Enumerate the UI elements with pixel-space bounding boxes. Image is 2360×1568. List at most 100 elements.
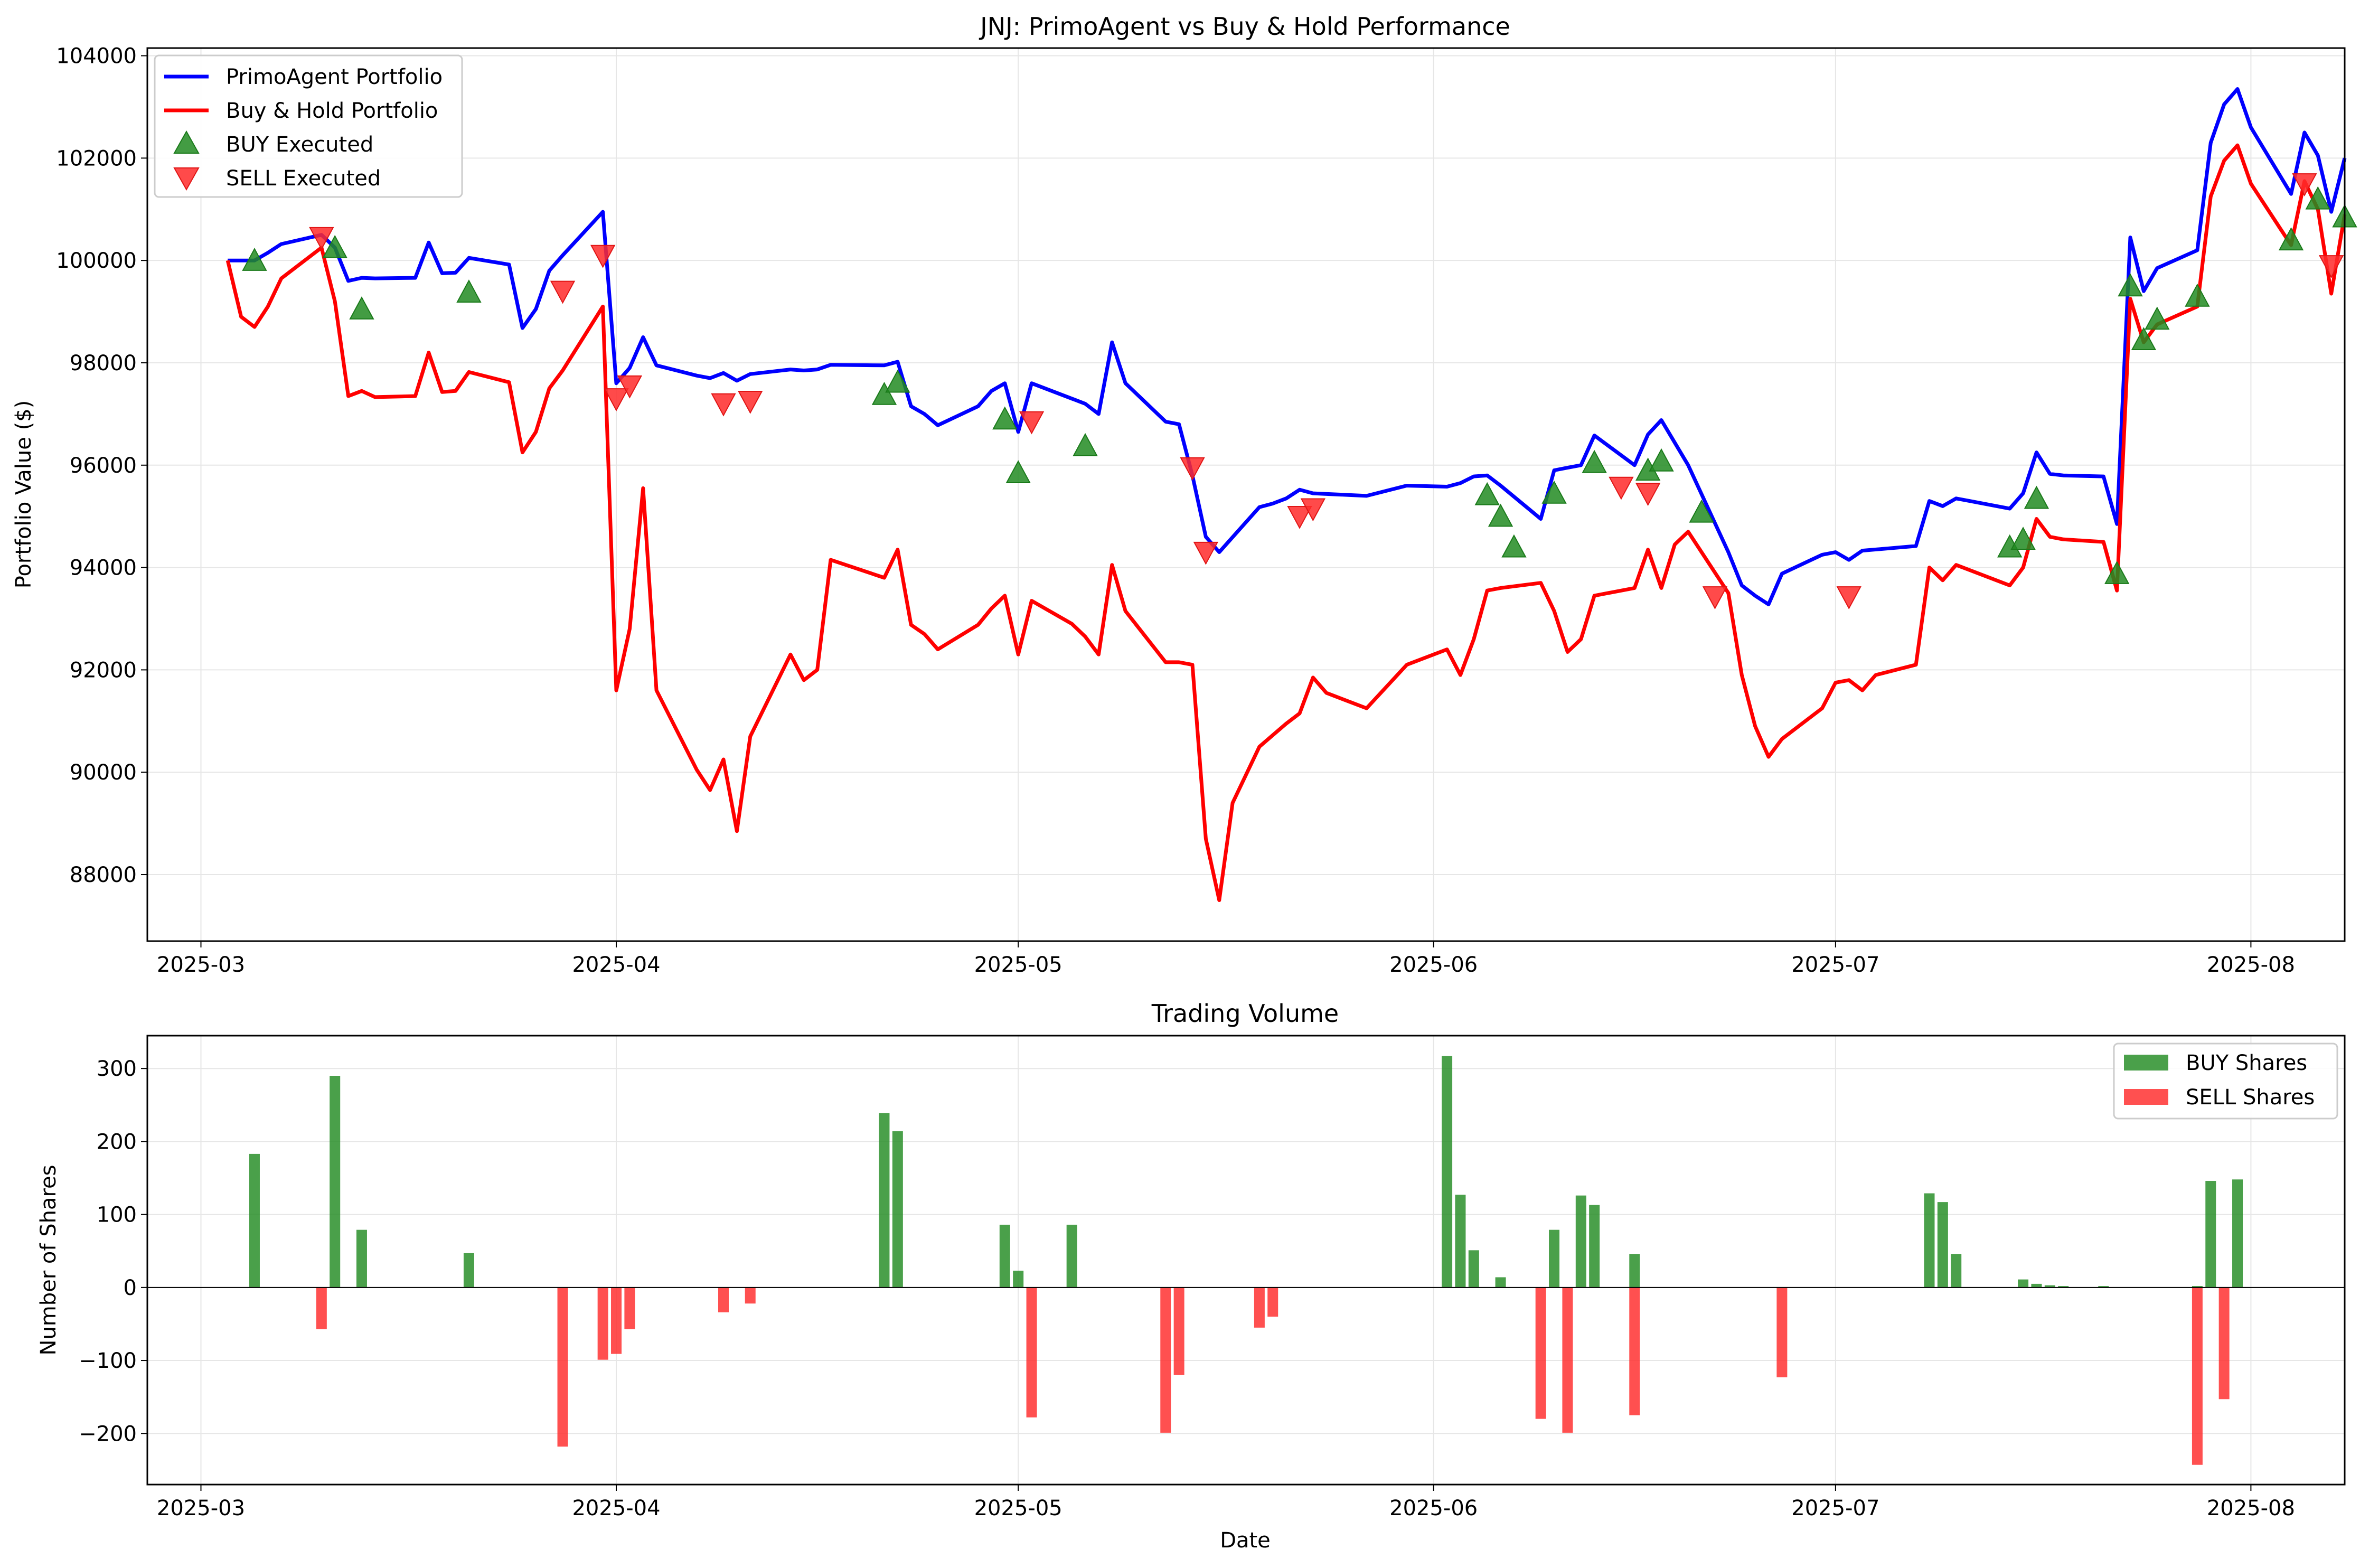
sell-marker <box>2292 173 2317 196</box>
volume-y-tick-label: 300 <box>97 1057 137 1081</box>
buy-marker <box>885 369 910 393</box>
performance-y-tick-label: 92000 <box>70 658 137 682</box>
performance-y-tick-label: 88000 <box>70 863 137 887</box>
buy-shares-bar <box>249 1153 260 1288</box>
buy-marker <box>1073 433 1098 456</box>
buy-shares-bar <box>1442 1056 1453 1288</box>
buy-shares-bar <box>999 1224 1010 1288</box>
buy-shares-bar <box>356 1229 367 1288</box>
buy-shares-bar <box>1495 1277 1506 1288</box>
sell-marker <box>604 388 629 411</box>
sell-marker <box>590 245 616 268</box>
buy-marker <box>242 248 267 271</box>
volume-panel: Trading Volume 2025-03 2025-04 2025-05 2025… <box>36 999 2346 1553</box>
volume-x-axis: 2025-03 2025-04 2025-05 2025-06 2025-07 2025-… <box>157 1485 2295 1520</box>
buy-marker <box>1005 460 1031 484</box>
buy-shares-bar <box>2058 1286 2069 1288</box>
sell-shares-bar <box>2218 1287 2230 1400</box>
performance-title: JNJ: PrimoAgent vs Buy & Hold Performanc… <box>979 12 1510 41</box>
sell-shares-bar <box>1629 1287 1640 1415</box>
volume-y-axis-label: Number of Shares <box>36 1165 61 1356</box>
performance-y-tick-label: 94000 <box>70 556 137 580</box>
buy-marker <box>2278 227 2304 251</box>
buy-marker <box>1689 499 1714 523</box>
performance-x-tick-label: 2025-06 <box>1389 953 1478 977</box>
buy-marker <box>322 234 347 258</box>
volume-x-tick-label: 2025-08 <box>2207 1496 2295 1520</box>
volume-plot-frame <box>146 1035 2346 1486</box>
buy-shares-bar <box>2044 1285 2055 1288</box>
buy-marker <box>871 381 897 405</box>
sell-shares-bar <box>745 1287 756 1304</box>
buy-shares-bar <box>1549 1229 1560 1288</box>
buy-shares-bar <box>2205 1181 2216 1288</box>
legend-marker-sell <box>173 167 200 191</box>
buy-marker <box>2010 527 2036 550</box>
performance-x-tick-label: 2025-08 <box>2207 953 2295 977</box>
buy-marker <box>2118 273 2143 297</box>
buy-shares-bar <box>892 1131 903 1288</box>
sell-marker <box>309 227 334 250</box>
volume-y-tick-label: 100 <box>97 1203 137 1227</box>
buy-hold-portfolio-line <box>225 143 2347 902</box>
performance-y-tick-label: 100000 <box>56 249 137 273</box>
buy-shares-bar <box>1951 1254 1962 1288</box>
legend-label-hold: Buy & Hold Portfolio <box>226 99 438 123</box>
volume-x-tick-label: 2025-03 <box>157 1496 245 1520</box>
sell-marker <box>550 280 576 304</box>
buy-marker <box>1474 482 1500 505</box>
sell-shares-bar <box>718 1287 729 1312</box>
sell-marker <box>1702 586 1728 609</box>
sell-marker <box>1193 541 1219 565</box>
volume-legend-box <box>2113 1043 2338 1120</box>
buy-shares-bar <box>1013 1271 1024 1288</box>
volume-y-tick-label: −100 <box>79 1349 137 1373</box>
sell-marker <box>1287 505 1312 529</box>
performance-lines <box>225 87 2347 902</box>
buy-marker <box>2024 485 2049 509</box>
volume-y-axis: −200 −100 0 100 200 300 <box>79 1057 147 1446</box>
sell-shares-bar <box>1160 1287 1171 1433</box>
volume-x-tick-label: 2025-06 <box>1389 1496 1478 1520</box>
buy-marker <box>349 296 374 320</box>
legend-label-agent: PrimoAgent Portfolio <box>226 65 443 89</box>
sell-marker <box>738 390 763 414</box>
performance-legend: PrimoAgent Portfolio Buy & Hold Portfoli… <box>154 54 463 198</box>
agent-portfolio-line <box>228 87 2347 606</box>
buy-shares-bar <box>2018 1279 2029 1288</box>
performance-plot-frame <box>146 47 2346 942</box>
volume-legend: BUY Shares SELL Shares <box>2113 1043 2338 1120</box>
performance-y-tick-label: 102000 <box>56 146 137 171</box>
buy-shares-bar <box>2098 1286 2109 1288</box>
sell-shares-bar <box>1173 1287 1184 1375</box>
sell-marker <box>711 393 736 417</box>
buy-shares-bar <box>1468 1250 1479 1288</box>
volume-y-tick-label: −200 <box>79 1422 137 1446</box>
buy-marker <box>1541 480 1567 504</box>
performance-y-tick-label: 96000 <box>70 454 137 478</box>
volume-bars <box>249 1056 2243 1465</box>
buy-shares-bar <box>1455 1195 1466 1288</box>
legend-label-sell-shares: SELL Shares <box>2186 1085 2315 1110</box>
legend-swatch-sell-shares <box>2124 1089 2168 1105</box>
sell-shares-bar <box>624 1287 635 1329</box>
buy-marker <box>2145 306 2170 330</box>
buy-shares-bar <box>1937 1202 1948 1288</box>
buy-shares-bar <box>879 1113 890 1288</box>
buy-marker <box>1488 503 1513 527</box>
sell-shares-bar <box>1535 1287 1546 1419</box>
volume-y-tick-label: 200 <box>97 1130 137 1154</box>
sell-marker <box>617 375 643 399</box>
performance-x-tick-label: 2025-05 <box>974 953 1063 977</box>
volume-x-tick-label: 2025-04 <box>572 1496 660 1520</box>
legend-label-buy-shares: BUY Shares <box>2186 1051 2307 1075</box>
volume-x-axis-label: Date <box>1220 1528 1271 1553</box>
buy-marker <box>456 279 482 303</box>
buy-marker <box>2131 327 2157 351</box>
sell-shares-bar <box>1562 1287 1573 1433</box>
sell-marker <box>1635 483 1661 506</box>
performance-x-tick-label: 2025-07 <box>1791 953 1879 977</box>
buy-marker <box>2305 186 2330 210</box>
sell-shares-bar <box>597 1287 608 1360</box>
